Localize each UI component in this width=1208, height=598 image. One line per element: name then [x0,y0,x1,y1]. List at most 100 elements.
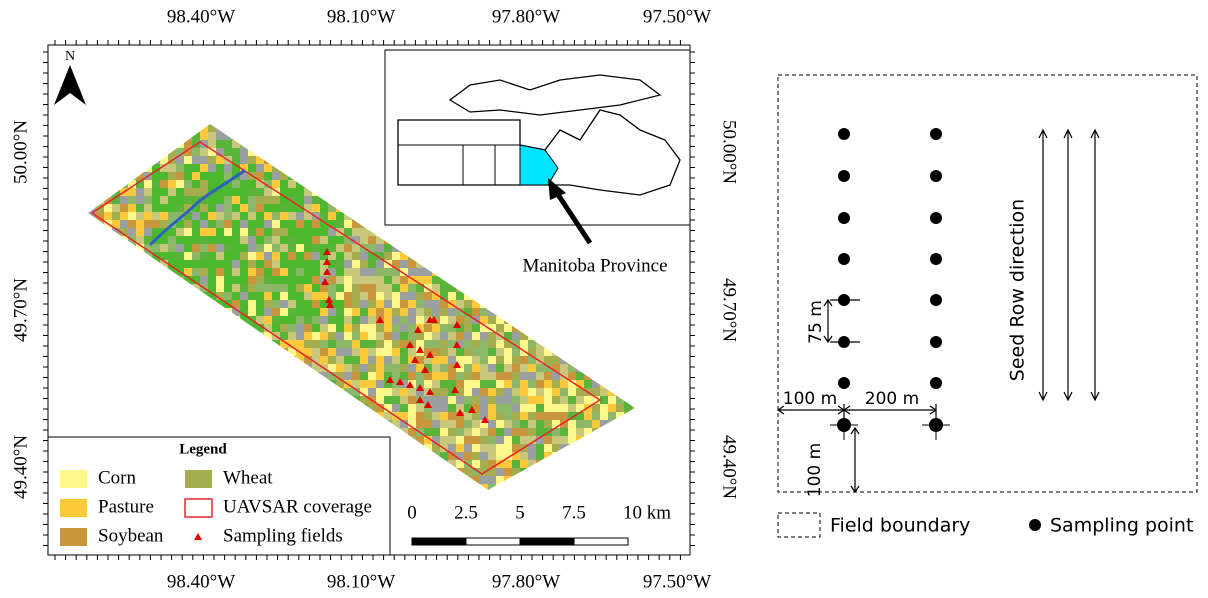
raster-cell [152,212,160,220]
raster-cell [384,268,392,276]
raster-cell [256,268,264,276]
raster-cell [360,316,368,324]
raster-cell [408,364,416,372]
raster-cell [408,316,416,324]
raster-cell [576,420,584,428]
raster-cell [488,340,496,348]
raster-cell [512,332,520,340]
raster-cell [480,444,488,452]
raster-cell [320,292,328,300]
raster-cell [504,396,512,404]
raster-cell [432,300,440,308]
raster-cell [336,252,344,260]
raster-cell [296,292,304,300]
raster-cell [416,372,424,380]
raster-cell [104,212,112,220]
raster-cell [248,252,256,260]
raster-cell [384,252,392,260]
raster-cell [272,276,280,284]
raster-cell [432,324,440,332]
raster-cell [448,356,456,364]
sampling-point [838,170,850,182]
raster-cell [416,292,424,300]
raster-cell [248,156,256,164]
raster-cell [304,244,312,252]
raster-cell [520,436,528,444]
legend-swatch [60,499,87,517]
raster-cell [240,148,248,156]
raster-cell [504,324,512,332]
legend-swatch [185,470,212,488]
raster-cell [248,220,256,228]
raster-cell [240,220,248,228]
raster-cell [184,260,192,268]
raster-cell [368,356,376,364]
raster-cell [568,396,576,404]
raster-cell [392,372,400,380]
raster-cell [448,316,456,324]
raster-cell [296,236,304,244]
raster-cell [272,172,280,180]
raster-cell [584,420,592,428]
row-direction-arrow [1039,130,1047,400]
raster-cell [184,188,192,196]
raster-cell [264,228,272,236]
raster-cell [304,284,312,292]
raster-cell [360,324,368,332]
raster-cell [208,236,216,244]
raster-cell [344,372,352,380]
raster-cell [384,396,392,404]
raster-cell [496,372,504,380]
scale-label: 7.5 [562,502,586,523]
legend-label: Soybean [98,525,164,546]
raster-cell [200,260,208,268]
edge-x-label: 100 m [783,389,837,409]
raster-cell [400,324,408,332]
raster-cell [440,412,448,420]
raster-cell [448,396,456,404]
sampling-point [838,128,850,140]
raster-cell [216,228,224,236]
raster-cell [184,180,192,188]
raster-cell [376,348,384,356]
raster-cell [264,236,272,244]
raster-cell [360,260,368,268]
raster-cell [320,212,328,220]
raster-cell [272,220,280,228]
raster-cell [408,292,416,300]
raster-cell [376,380,384,388]
raster-cell [536,396,544,404]
raster-cell [320,324,328,332]
raster-cell [384,332,392,340]
raster-cell [568,372,576,380]
raster-cell [496,340,504,348]
raster-cell [176,188,184,196]
raster-cell [296,220,304,228]
raster-cell [456,380,464,388]
raster-cell [224,164,232,172]
raster-cell [304,316,312,324]
raster-cell [496,428,504,436]
raster-cell [232,220,240,228]
raster-cell [384,348,392,356]
raster-cell [120,220,128,228]
raster-cell [480,388,488,396]
raster-cell [560,380,568,388]
raster-cell [408,284,416,292]
raster-cell [272,228,280,236]
raster-cell [288,268,296,276]
raster-cell [488,436,496,444]
raster-cell [160,244,168,252]
raster-cell [336,300,344,308]
raster-cell [424,340,432,348]
raster-cell [336,276,344,284]
raster-cell [264,276,272,284]
raster-cell [416,412,424,420]
raster-cell [400,292,408,300]
raster-cell [496,420,504,428]
raster-cell [176,204,184,212]
raster-cell [464,396,472,404]
raster-cell [392,356,400,364]
raster-cell [152,220,160,228]
raster-cell [288,260,296,268]
